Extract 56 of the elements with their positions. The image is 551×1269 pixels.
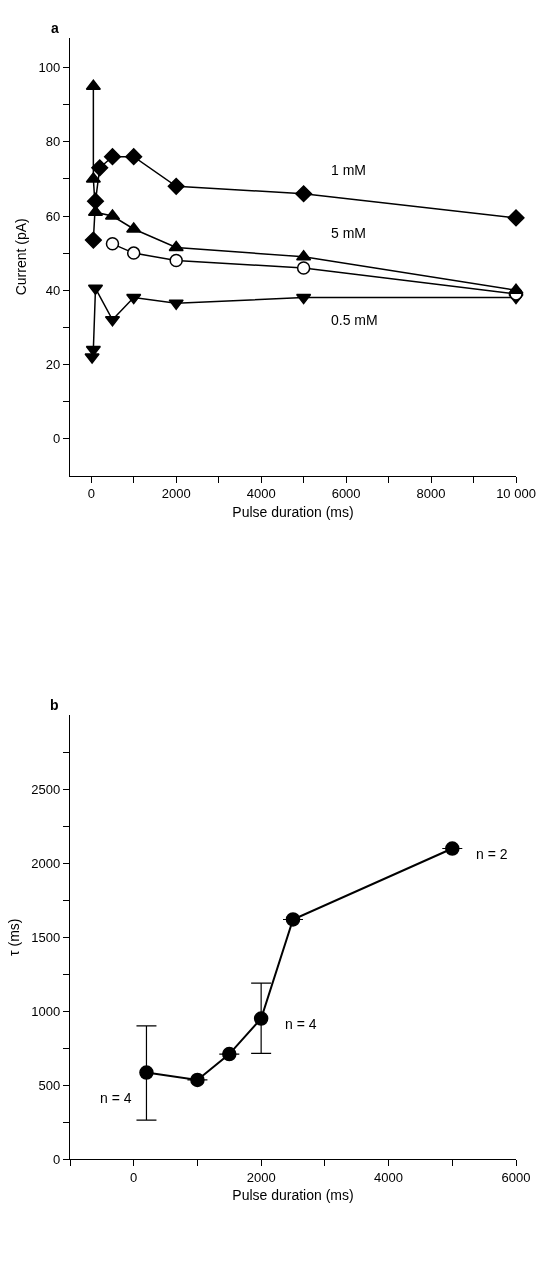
point	[222, 1046, 237, 1062]
x-tick-label: 0	[130, 1169, 138, 1185]
point	[105, 237, 120, 251]
y-tick-label: 40	[45, 282, 61, 298]
point	[86, 192, 105, 210]
x-tick-label: 4000	[246, 486, 276, 502]
y-tick-label: 0	[53, 431, 61, 447]
x-axis-title: Pulse duration (ms)	[232, 503, 354, 520]
point	[295, 293, 312, 305]
series-label: 0.5 mM	[331, 312, 378, 328]
annotation: n = 4	[285, 1016, 317, 1032]
point	[507, 209, 525, 227]
point	[285, 912, 301, 927]
point	[125, 148, 143, 166]
annotation: n = 4	[100, 1090, 132, 1106]
x-tick-label: 10 000	[496, 486, 536, 502]
y-tick-label: 2000	[31, 855, 61, 871]
x-tick-label: 2000	[246, 1169, 276, 1185]
y-axis-title: τ (ms)	[5, 918, 22, 956]
point	[103, 148, 122, 166]
point	[169, 253, 183, 268]
point	[253, 1011, 269, 1026]
x-tick-label: 2000	[161, 486, 191, 502]
y-tick-label: 1500	[31, 929, 61, 945]
point	[445, 841, 460, 856]
point	[190, 1072, 205, 1088]
x-tick-label: 0	[87, 486, 95, 502]
y-tick-label: 20	[45, 356, 61, 372]
series-label: 5 mM	[331, 225, 366, 241]
y-axis-title: Current (pA)	[13, 218, 30, 296]
chart-title: b	[50, 697, 59, 713]
point	[139, 1065, 154, 1080]
series-label: 1 mM	[331, 162, 366, 178]
y-tick-label: 100	[38, 60, 61, 76]
y-tick-label: 80	[45, 134, 61, 150]
y-tick-label: 1000	[31, 1003, 61, 1019]
x-tick-label: 8000	[416, 486, 446, 502]
x-tick-label: 6000	[501, 1169, 531, 1185]
point	[168, 240, 184, 252]
point	[84, 231, 102, 249]
x-tick-label: 4000	[374, 1169, 404, 1185]
y-tick-label: 2500	[31, 781, 61, 797]
point	[167, 177, 185, 195]
point	[126, 246, 141, 260]
annotation: n = 2	[476, 846, 508, 862]
chart-title: a	[51, 20, 59, 36]
point	[296, 261, 311, 275]
point	[295, 185, 313, 203]
y-tick-label: 500	[38, 1077, 61, 1093]
y-tick-label: 0	[53, 1151, 61, 1167]
x-axis-title: Pulse duration (ms)	[232, 1187, 354, 1204]
point	[91, 159, 109, 177]
y-tick-label: 60	[45, 208, 61, 224]
point	[126, 293, 142, 305]
point	[87, 284, 104, 296]
x-tick-label: 6000	[331, 486, 361, 502]
